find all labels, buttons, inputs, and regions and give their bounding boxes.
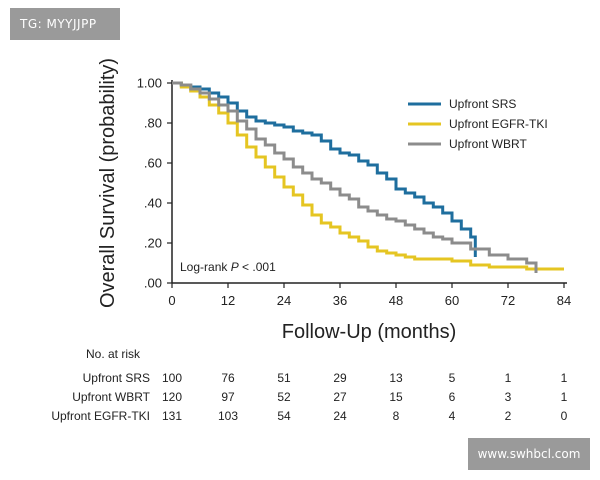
watermark-bottom-right: www.swhbcl.com [468,438,590,470]
x-tick-label: 12 [221,293,235,308]
x-tick-label: 48 [389,293,403,308]
risk-count: 6 [449,390,456,404]
series-line-1 [172,81,564,271]
risk-count: 120 [162,390,182,404]
series-lines [172,81,564,273]
y-tick-label: .20 [144,236,162,251]
series-line-0 [172,81,477,257]
y-tick-label: .60 [144,156,162,171]
risk-count: 76 [221,371,235,385]
risk-count: 54 [277,409,291,423]
risk-count: 1 [505,371,512,385]
risk-count: 97 [221,390,235,404]
y-tick-label: .40 [144,196,162,211]
legend-label: Upfront EGFR-TKI [449,117,548,131]
risk-row-label: Upfront EGFR-TKI [51,409,150,423]
risk-count: 4 [449,409,456,423]
legend-label: Upfront SRS [449,97,516,111]
risk-count: 29 [333,371,347,385]
legend-label: Upfront WBRT [449,137,527,151]
legend: Upfront SRS Upfront EGFR-TKI Upfront WBRT [408,97,548,151]
log-rank-suffix: < .001 [239,260,276,274]
x-tick-label: 36 [333,293,347,308]
risk-count: 103 [218,409,238,423]
risk-count: 0 [561,409,568,423]
x-axis-ticks: 0 12 24 36 48 60 72 84 [168,283,571,308]
risk-row-label: Upfront SRS [83,371,150,385]
risk-count: 8 [393,409,400,423]
risk-count: 27 [333,390,347,404]
log-rank-annotation: Log-rank P < .001 [180,260,276,274]
risk-count: 13 [389,371,403,385]
plot-frame [171,80,567,284]
y-axis-ticks: 1.00 .80 .60 .40 .20 .00 [137,76,172,291]
log-rank-p: P [231,260,239,274]
risk-row-label: Upfront WBRT [72,390,150,404]
y-tick-label: .80 [144,116,162,131]
risk-count: 131 [162,409,182,423]
risk-count: 5 [449,371,456,385]
x-tick-label: 0 [168,293,175,308]
x-tick-label: 60 [445,293,459,308]
risk-table-title: No. at risk [86,347,141,361]
log-rank-prefix: Log-rank [180,260,231,274]
risk-count: 1 [561,390,568,404]
risk-count: 24 [333,409,347,423]
y-tick-label: 1.00 [137,76,162,91]
risk-count: 2 [505,409,512,423]
watermark-top-left: TG: MYYJJPP [10,8,120,40]
risk-count: 3 [505,390,512,404]
risk-count: 100 [162,371,182,385]
risk-count: 52 [277,390,291,404]
x-tick-label: 24 [277,293,291,308]
y-tick-label: .00 [144,276,162,291]
x-tick-label: 72 [501,293,515,308]
risk-table: No. at risk Upfront SRS 100 76 51 29 13 5 1 1Upf… [51,347,567,423]
risk-count: 1 [561,371,568,385]
x-tick-label: 84 [557,293,571,308]
x-axis-title: Follow-Up (months) [282,321,456,343]
risk-count: 15 [389,390,403,404]
risk-count: 51 [277,371,291,385]
y-axis-title: Overall Survival (probability) [97,58,119,308]
series-line-2 [172,81,538,273]
